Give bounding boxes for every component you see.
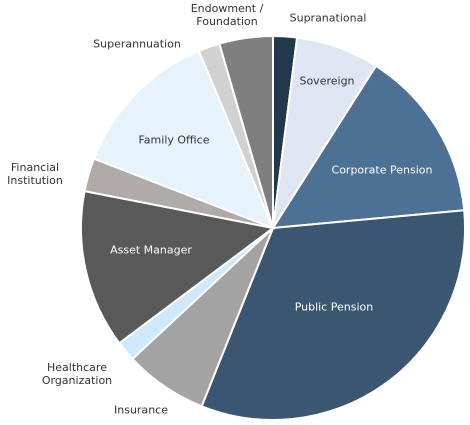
slice-label: Asset Manager (110, 243, 192, 257)
slice-label: Public Pension (294, 300, 374, 314)
slice-label: Healthcare Organization (41, 361, 113, 387)
slice-label: Insurance (114, 403, 168, 417)
slice-label: Superannuation (93, 37, 181, 51)
slice-label: Corporate Pension (331, 163, 433, 177)
pie-slice (271, 64, 466, 230)
slice-label: Financial Institution (7, 161, 63, 187)
pie-slice (92, 49, 275, 230)
slice-label: Family Office (138, 133, 210, 147)
slice-label: Supranational (289, 11, 367, 25)
pie-slice (218, 34, 274, 229)
pie-slice (80, 189, 276, 345)
slice-label: Sovereign (299, 74, 355, 88)
slice-label: Endowment / Foundation (190, 2, 264, 28)
pie-slice (200, 209, 466, 421)
